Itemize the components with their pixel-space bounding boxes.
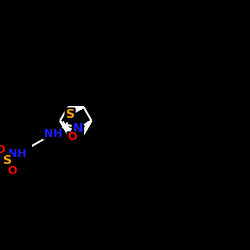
Text: O: O <box>68 132 77 142</box>
Text: NH: NH <box>8 149 27 159</box>
Text: N: N <box>73 122 83 135</box>
Text: O: O <box>0 145 5 155</box>
Text: S: S <box>2 154 11 167</box>
Text: O: O <box>8 166 17 176</box>
Text: S: S <box>66 108 74 122</box>
Text: NH: NH <box>44 129 62 139</box>
